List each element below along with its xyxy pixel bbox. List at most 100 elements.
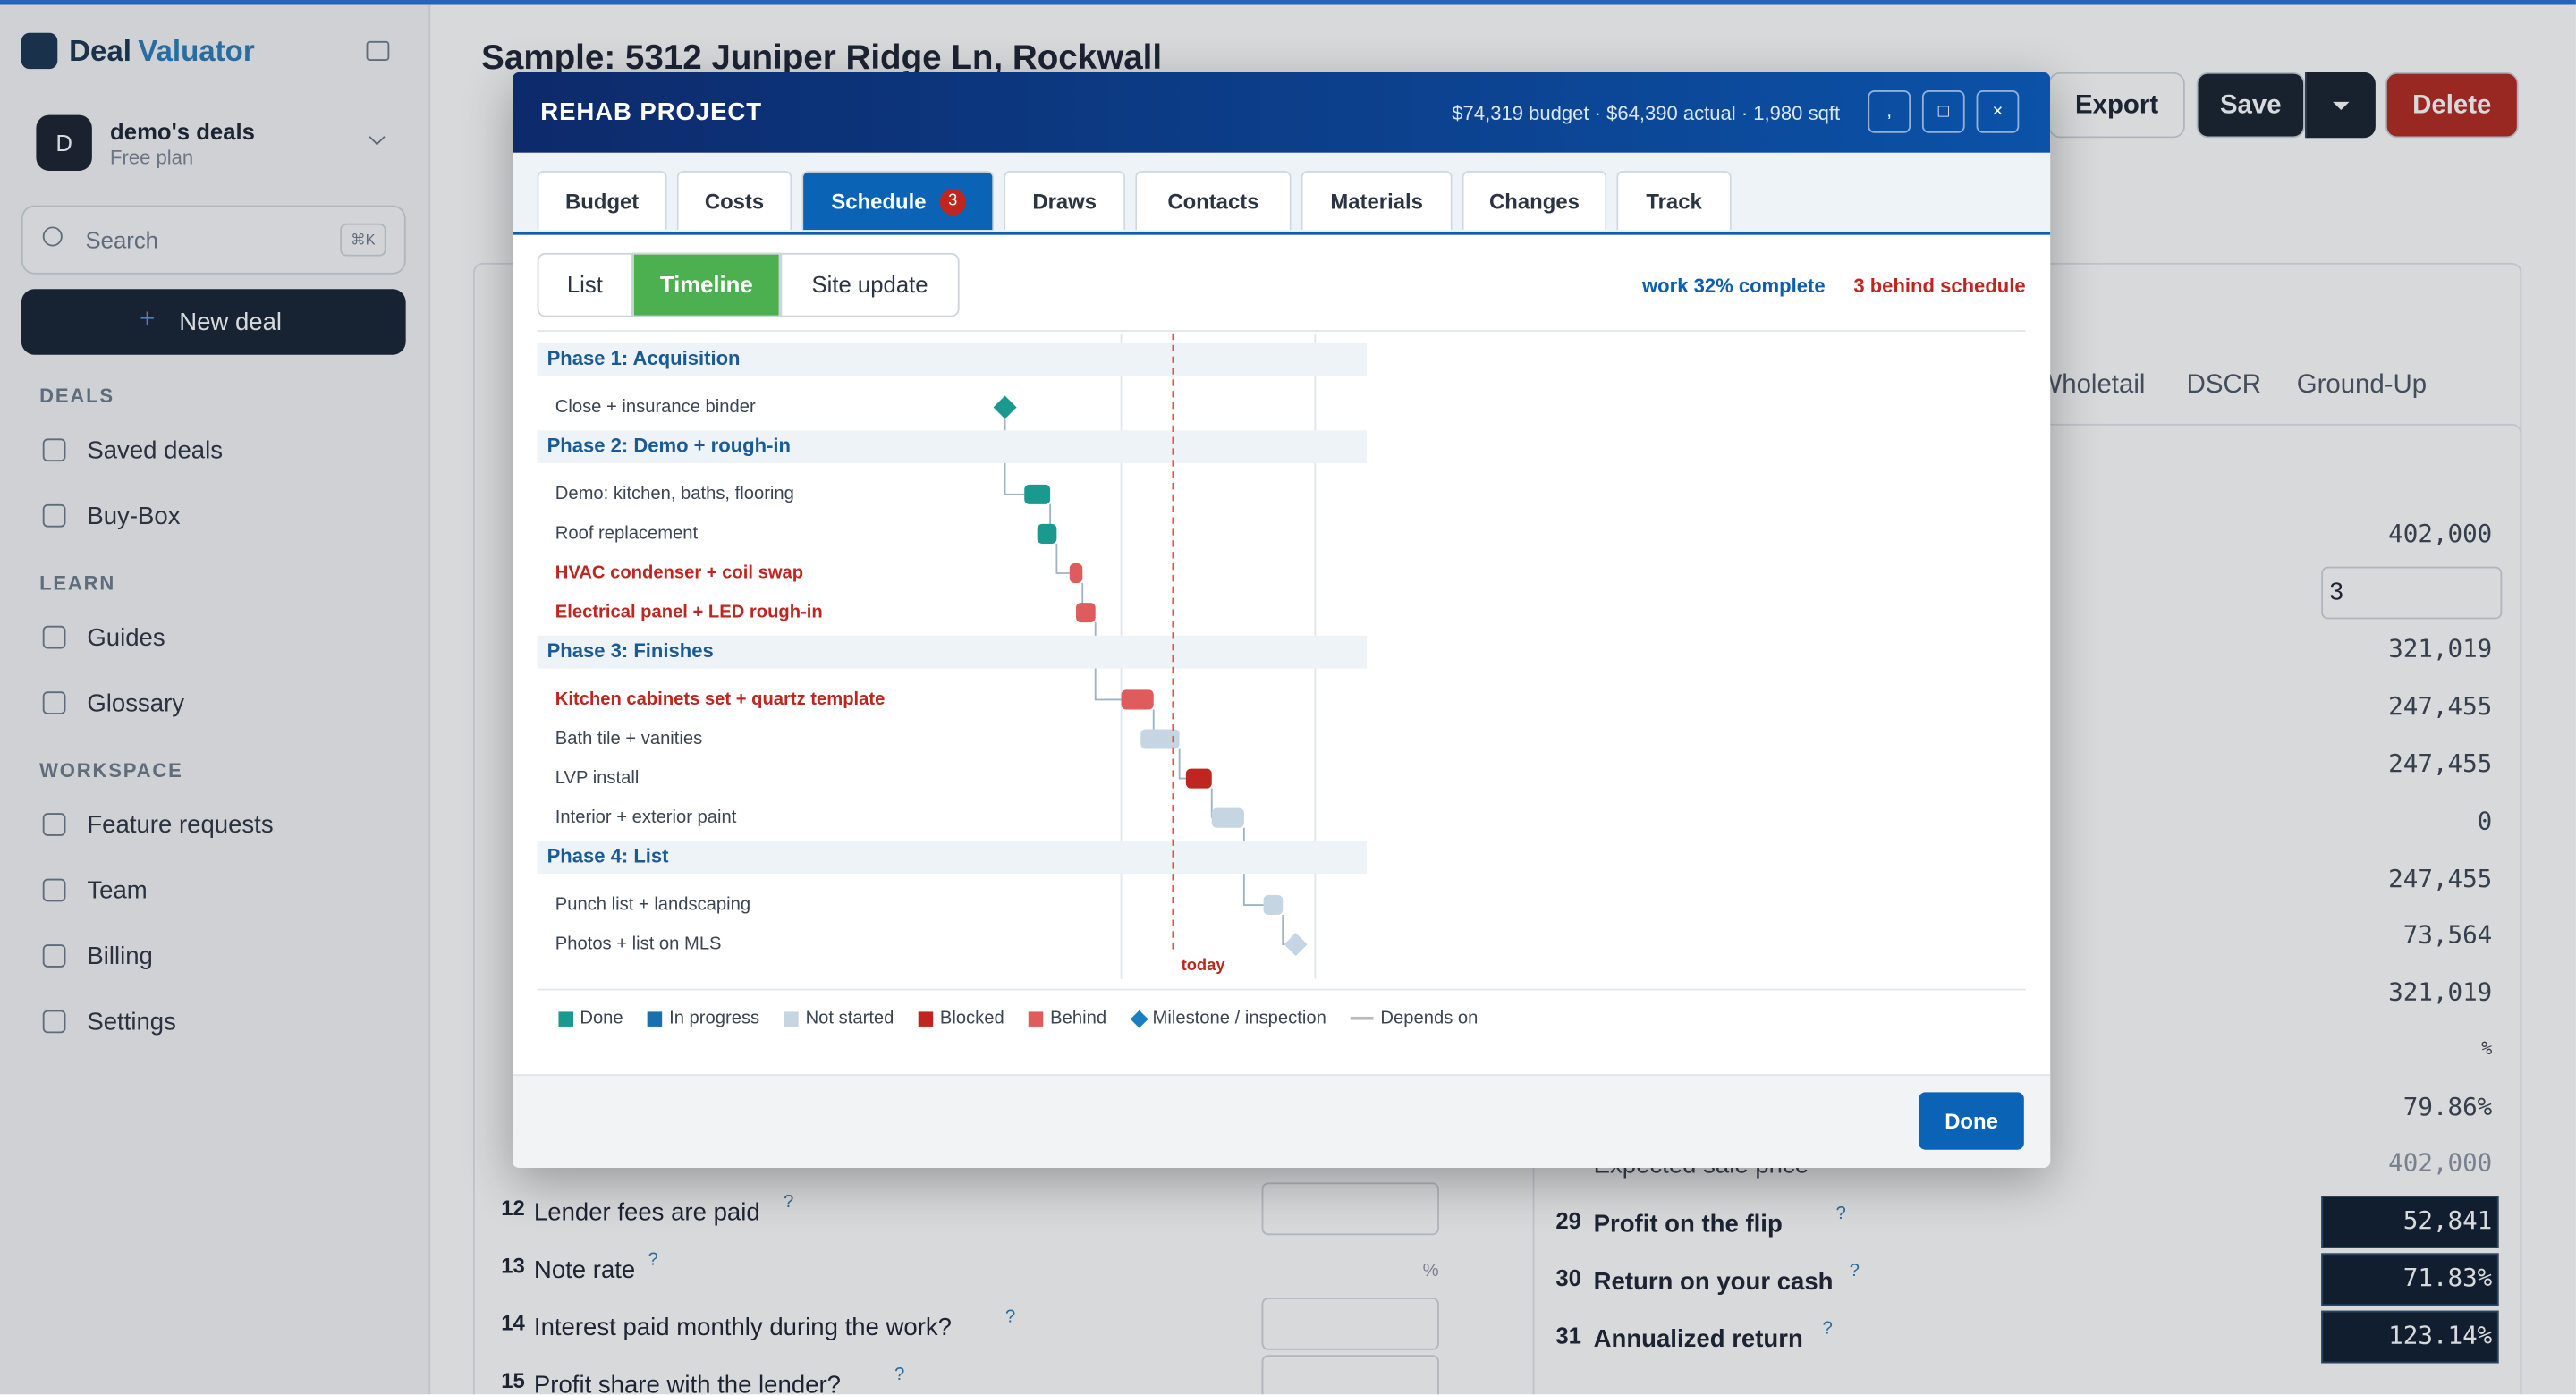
result-label: Profit on the flip bbox=[1593, 1210, 1783, 1239]
phase-label: Phase 4: List bbox=[547, 845, 670, 867]
result-box bbox=[2321, 1253, 2499, 1306]
task-label: Bath tile + vanities bbox=[555, 729, 702, 748]
legend-swatch bbox=[1351, 1016, 1375, 1020]
progress: work 32% complete bbox=[1642, 274, 1826, 298]
legend-swatch bbox=[648, 1010, 663, 1027]
nav-item[interactable]: Team bbox=[87, 876, 148, 906]
tab-label: Costs bbox=[704, 189, 765, 214]
select[interactable] bbox=[1261, 1297, 1439, 1350]
task-bar bbox=[1140, 729, 1180, 749]
task-label: Kitchen cabinets set + quartz template bbox=[555, 689, 886, 709]
legend-item: Behind bbox=[1029, 1009, 1106, 1028]
dependency bbox=[1178, 748, 1186, 780]
modal: REHAB PROJECT $74,319 budget · $64,390 ac… bbox=[513, 72, 2051, 1168]
select[interactable] bbox=[2321, 566, 2503, 620]
question-num: 12 bbox=[501, 1196, 525, 1221]
subtab[interactable]: Site update bbox=[780, 252, 960, 317]
account-name[interactable]: demo's deals bbox=[110, 118, 255, 145]
legend-item: Blocked bbox=[918, 1009, 1004, 1028]
legend-label: Not started bbox=[805, 1008, 894, 1028]
nav-item[interactable]: Guides bbox=[87, 623, 165, 653]
plus: + bbox=[140, 305, 156, 334]
legend-item: Not started bbox=[784, 1009, 894, 1028]
task-bar bbox=[1185, 768, 1212, 789]
value: 402,000 bbox=[2388, 519, 2493, 549]
tab-label: Track bbox=[1646, 189, 1702, 214]
calc-tab[interactable]: DSCR bbox=[2186, 371, 2261, 400]
search-box[interactable]: Search ⌘K bbox=[21, 205, 406, 275]
select[interactable] bbox=[1261, 1182, 1439, 1236]
result-label: Return on your cash bbox=[1593, 1267, 1834, 1297]
divider bbox=[537, 330, 2026, 333]
modal-tab[interactable]: Materials bbox=[1301, 171, 1453, 231]
modal-tab[interactable]: Draws bbox=[1004, 171, 1126, 231]
nav-icon bbox=[42, 691, 66, 714]
badge: 3 bbox=[939, 189, 966, 216]
value: 321,019 bbox=[2388, 976, 2493, 1007]
nav-icon bbox=[42, 1010, 66, 1034]
brand-1: Deal bbox=[69, 34, 131, 68]
result-num: 30 bbox=[1555, 1264, 1581, 1291]
dependency bbox=[1055, 543, 1070, 574]
modal-tab[interactable]: Costs bbox=[676, 171, 792, 231]
tab-label: Schedule bbox=[831, 189, 927, 214]
select-value: 3 bbox=[2329, 578, 2343, 606]
done-button[interactable]: Done bbox=[1919, 1092, 2024, 1150]
legend-label: In progress bbox=[669, 1008, 760, 1028]
window-control[interactable]: □ bbox=[1921, 90, 1965, 133]
caret bbox=[2333, 101, 2350, 118]
unit: % bbox=[1422, 1261, 1439, 1281]
modal-tab[interactable]: Changes bbox=[1462, 171, 1607, 231]
task-label: Electrical panel + LED rough-in bbox=[555, 602, 823, 621]
question-label: Profit share with the lender? bbox=[533, 1371, 841, 1395]
nav-item[interactable]: Glossary bbox=[87, 689, 185, 718]
select[interactable] bbox=[1261, 1355, 1439, 1395]
modal-tab[interactable]: Budget bbox=[537, 171, 667, 231]
result-box bbox=[2321, 1196, 2499, 1248]
milestone bbox=[993, 395, 1017, 419]
new-deal-button[interactable]: + New deal bbox=[21, 289, 406, 355]
action-button[interactable]: Save bbox=[2196, 72, 2305, 139]
legend-item: Depends on bbox=[1351, 1009, 1478, 1028]
result-label: Annualized return bbox=[1593, 1325, 1803, 1354]
result-num: 29 bbox=[1555, 1206, 1581, 1234]
nav-item[interactable]: Saved deals bbox=[87, 436, 223, 465]
task-label: Interior + exterior paint bbox=[555, 807, 737, 827]
nav-item[interactable]: Buy-Box bbox=[87, 503, 181, 531]
modal-tab[interactable]: Contacts bbox=[1135, 171, 1292, 231]
window-control[interactable]: × bbox=[1976, 90, 2020, 133]
account-plan: Free plan bbox=[110, 146, 194, 170]
section-title: LEARN bbox=[39, 571, 116, 595]
expected-value: 402,000 bbox=[2388, 1147, 2493, 1178]
calc-tab[interactable]: Ground-Up bbox=[2296, 371, 2428, 400]
question-label: Interest paid monthly during the work? bbox=[533, 1314, 953, 1342]
legend-label: Done bbox=[580, 1008, 623, 1028]
value: 73,564 bbox=[2402, 919, 2493, 950]
modal-tab[interactable]: Track bbox=[1616, 171, 1732, 231]
help: ? bbox=[648, 1249, 658, 1270]
task-bar bbox=[1037, 523, 1057, 544]
tab-label: Draws bbox=[1032, 189, 1097, 214]
window-control[interactable]: , bbox=[1868, 90, 1911, 133]
modal-tab[interactable]: Schedule 3 bbox=[801, 171, 995, 231]
value: 247,455 bbox=[2388, 864, 2493, 894]
nav-item[interactable]: Settings bbox=[87, 1008, 176, 1036]
legend-swatch bbox=[1029, 1010, 1044, 1027]
nav-item[interactable]: Feature requests bbox=[87, 811, 274, 840]
page-title: Sample: 5312 Juniper Ridge Ln, Rockwall bbox=[481, 39, 1163, 78]
question-label: Note rate bbox=[533, 1256, 636, 1285]
task-bar bbox=[1024, 484, 1051, 504]
nav-icon bbox=[42, 944, 66, 968]
question-label: Lender fees are paid bbox=[533, 1198, 760, 1228]
subtab[interactable]: Timeline bbox=[632, 252, 781, 317]
nav-item[interactable]: Billing bbox=[87, 943, 153, 971]
calc-tab[interactable]: Wholetail bbox=[2037, 371, 2146, 400]
subtab[interactable]: List bbox=[537, 252, 633, 317]
action-button[interactable]: Delete bbox=[2385, 72, 2519, 139]
phase-label: Phase 1: Acquisition bbox=[547, 347, 741, 369]
legend-item: Milestone / inspection bbox=[1129, 1009, 1326, 1028]
collapse-icon[interactable] bbox=[366, 40, 390, 61]
task-label: Close + insurance binder bbox=[555, 397, 756, 417]
avatar: D bbox=[36, 114, 92, 172]
